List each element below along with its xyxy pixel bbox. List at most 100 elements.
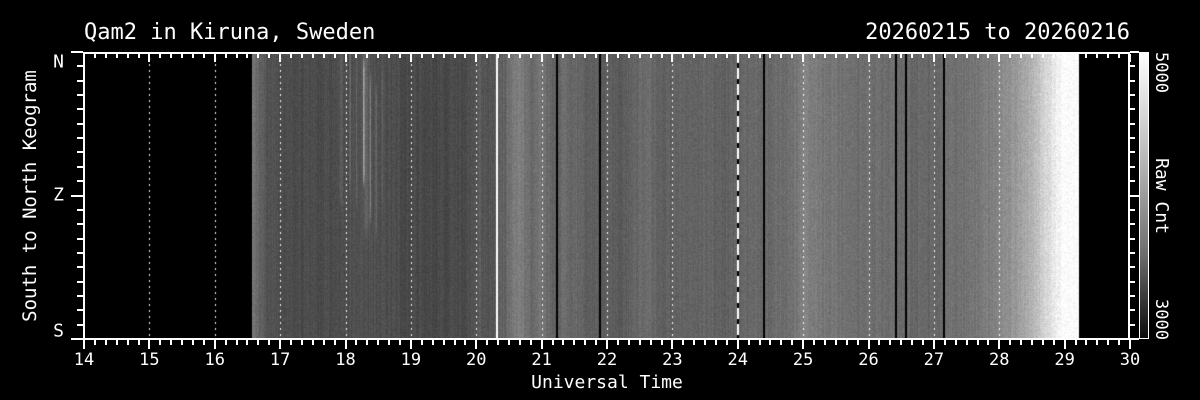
axis-tick [638, 340, 641, 345]
x-tick-label: 27 [923, 350, 945, 370]
axis-tick [704, 340, 707, 345]
axis-tick [1085, 54, 1088, 58]
axis-tick [834, 340, 837, 345]
axis-tick [715, 340, 717, 345]
axis-tick [279, 340, 282, 349]
axis-tick [900, 54, 903, 58]
colorbar-max-label: 5000 [1151, 52, 1171, 93]
axis-tick [355, 54, 358, 58]
axis-tick [562, 54, 565, 58]
axis-tick [671, 340, 674, 349]
axis-tick [290, 54, 292, 58]
axis-tick [1130, 194, 1139, 197]
axis-tick [1030, 340, 1033, 345]
axis-tick [551, 54, 554, 58]
axis-tick [71, 51, 83, 53]
axis-tick [693, 340, 696, 345]
axis-tick [649, 340, 652, 345]
axis-tick [137, 340, 140, 345]
axis-tick [1130, 223, 1135, 226]
axis-tick [442, 54, 445, 58]
axis-tick [823, 54, 826, 58]
keogram-plot-canvas [84, 52, 1130, 339]
axis-tick [475, 54, 478, 62]
axis-tick [856, 54, 859, 58]
colorbar-title: Raw Cnt [1151, 158, 1172, 234]
axis-tick [802, 340, 805, 349]
axis-tick [1052, 54, 1055, 58]
axis-tick [126, 54, 129, 58]
axis-tick [148, 54, 151, 62]
axis-tick [322, 54, 325, 58]
axis-tick [976, 54, 979, 58]
axis-tick [769, 54, 772, 58]
axis-tick [300, 340, 303, 345]
colorbar-gradient [1139, 52, 1149, 339]
axis-tick [1085, 340, 1088, 345]
axis-tick [1130, 165, 1135, 168]
axis-tick [562, 340, 565, 345]
axis-tick [1118, 54, 1121, 58]
x-tick-label: 23 [662, 350, 683, 370]
axis-tick [660, 54, 663, 58]
axis-tick [77, 180, 83, 183]
axis-tick [1074, 340, 1077, 345]
axis-tick [213, 340, 216, 349]
axis-tick [791, 54, 794, 58]
axis-tick [1020, 340, 1022, 345]
axis-tick [420, 340, 423, 345]
axis-tick [813, 54, 815, 58]
axis-tick [736, 340, 739, 349]
axis-tick [1130, 79, 1135, 82]
axis-tick [823, 340, 826, 345]
x-tick-label: 24 [727, 350, 749, 370]
axis-tick [83, 54, 85, 62]
axis-tick [409, 54, 412, 62]
axis-tick [115, 340, 118, 345]
axis-tick [377, 54, 380, 58]
axis-tick [682, 340, 685, 345]
axis-tick [834, 54, 837, 58]
axis-tick [475, 340, 478, 349]
axis-tick [889, 54, 892, 58]
axis-tick [399, 54, 401, 58]
x-tick-label: 15 [139, 350, 160, 370]
axis-tick [1130, 208, 1135, 211]
axis-tick [965, 340, 968, 345]
axis-tick [93, 54, 96, 58]
axis-tick [1063, 54, 1066, 62]
axis-tick [77, 94, 83, 96]
axis-tick [922, 340, 924, 345]
axis-right [1128, 52, 1130, 340]
axis-tick [300, 54, 303, 58]
axis-tick [268, 340, 271, 345]
axis-tick [388, 54, 391, 58]
axis-tick [202, 54, 205, 58]
axis-tick [573, 54, 576, 58]
axis-top [83, 52, 1130, 54]
axis-tick [965, 54, 968, 58]
axis-tick [878, 54, 881, 58]
axis-tick [344, 340, 347, 349]
axis-tick [725, 54, 728, 58]
axis-tick [845, 340, 848, 345]
axis-tick [268, 54, 271, 58]
axis-tick [682, 54, 685, 58]
axis-left [83, 52, 85, 340]
x-tick-label: 26 [858, 350, 879, 370]
axis-tick [769, 340, 772, 345]
axis-tick [1063, 340, 1066, 349]
axis-tick [159, 340, 162, 345]
axis-tick [1130, 266, 1135, 269]
axis-tick [802, 54, 805, 62]
axis-tick [235, 54, 238, 58]
x-tick-label: 21 [531, 350, 552, 370]
axis-tick [998, 340, 1001, 349]
axis-tick [1130, 323, 1135, 326]
axis-tick [725, 340, 728, 345]
axis-tick [159, 54, 162, 58]
axis-tick [126, 340, 129, 345]
x-tick-label: 18 [335, 350, 356, 370]
axis-tick [540, 54, 543, 62]
